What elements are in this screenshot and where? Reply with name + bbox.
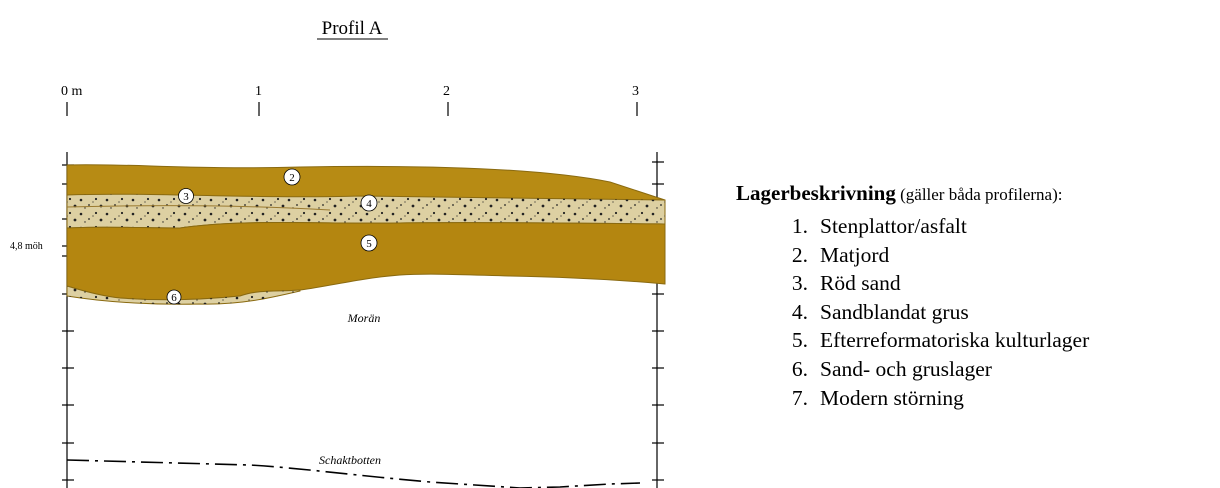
legend-item: 7. Modern störning bbox=[736, 384, 1220, 413]
legend-item-label: Sandblandat grus bbox=[820, 299, 969, 324]
scale-label-0: 0 m bbox=[61, 84, 83, 99]
profile-title: Profil A bbox=[322, 18, 383, 39]
schaktbotten-label: Schaktbotten bbox=[319, 453, 381, 467]
legend-item-label: Matjord bbox=[820, 242, 890, 267]
legend-list: 1. Stenplattor/asfalt 2. Matjord 3. Röd san… bbox=[736, 212, 1220, 412]
scale-ticks bbox=[66, 102, 638, 116]
layer-marker-4: 4 bbox=[360, 194, 378, 212]
layer-rod-sand-line bbox=[66, 205, 331, 211]
layer-sand-och-gruslager-texture bbox=[67, 286, 300, 305]
elevation-label: 4,8 möh bbox=[10, 241, 43, 252]
moran-label: Morän bbox=[347, 311, 381, 325]
legend-title: Lagerbeskrivning bbox=[736, 181, 896, 205]
layer-kulturlager bbox=[66, 222, 666, 301]
layer-marker-5-label: 5 bbox=[366, 238, 372, 250]
layer-marker-6: 6 bbox=[166, 289, 182, 305]
layer-marker-4-label: 4 bbox=[366, 198, 372, 210]
legend-item-number: 3. bbox=[791, 271, 808, 296]
legend-item-number: 1. bbox=[791, 214, 808, 238]
legend-item: 1. Stenplattor/asfalt bbox=[736, 212, 1220, 241]
profile-drawing: Profil A 0 m 1 2 3 4,8 möh bbox=[10, 18, 666, 488]
legend-item: 3. Röd sand bbox=[736, 269, 1220, 298]
legend-note: (gäller båda profilerna): bbox=[895, 185, 1063, 204]
layer-marker-2: 2 bbox=[283, 168, 301, 186]
legend-item: 2. Matjord bbox=[736, 241, 1220, 270]
layer-sandblandat-grus-texture bbox=[67, 194, 665, 228]
scale-label-1: 1 bbox=[255, 84, 262, 99]
layer-marker-3: 3 bbox=[178, 188, 194, 204]
legend-item-number: 2. bbox=[791, 242, 808, 267]
legend-item-number: 7. bbox=[791, 385, 808, 410]
layer-marker-5: 5 bbox=[360, 234, 378, 252]
legend-item-label: Efterreformatoriska kulturlager bbox=[820, 328, 1090, 353]
legend-item-label: Stenplattor/asfalt bbox=[820, 214, 967, 238]
layer-marker-6-label: 6 bbox=[171, 292, 177, 304]
legend-item: 6. Sand- och gruslager bbox=[736, 355, 1220, 384]
scale-label-3: 3 bbox=[632, 84, 639, 99]
legend-item: 4. Sandblandat grus bbox=[736, 298, 1220, 327]
legend-item: 5. Efterreformatoriska kulturlager bbox=[736, 326, 1220, 355]
layer-legend: Lagerbeskrivning (gäller båda profilerna… bbox=[736, 178, 1220, 412]
legend-item-number: 4. bbox=[791, 299, 808, 324]
legend-heading: Lagerbeskrivning (gäller båda profilerna… bbox=[736, 178, 1220, 210]
layer-marker-2-label: 2 bbox=[289, 172, 295, 184]
legend-item-number: 6. bbox=[791, 356, 808, 381]
legend-item-label: Modern störning bbox=[820, 385, 964, 410]
scale-label-2: 2 bbox=[443, 84, 450, 99]
layer-marker-3-label: 3 bbox=[183, 191, 189, 203]
legend-item-number: 5. bbox=[791, 328, 808, 353]
legend-item-label: Sand- och gruslager bbox=[820, 356, 992, 381]
legend-item-label: Röd sand bbox=[820, 271, 901, 296]
schaktbotten-line bbox=[66, 459, 641, 488]
